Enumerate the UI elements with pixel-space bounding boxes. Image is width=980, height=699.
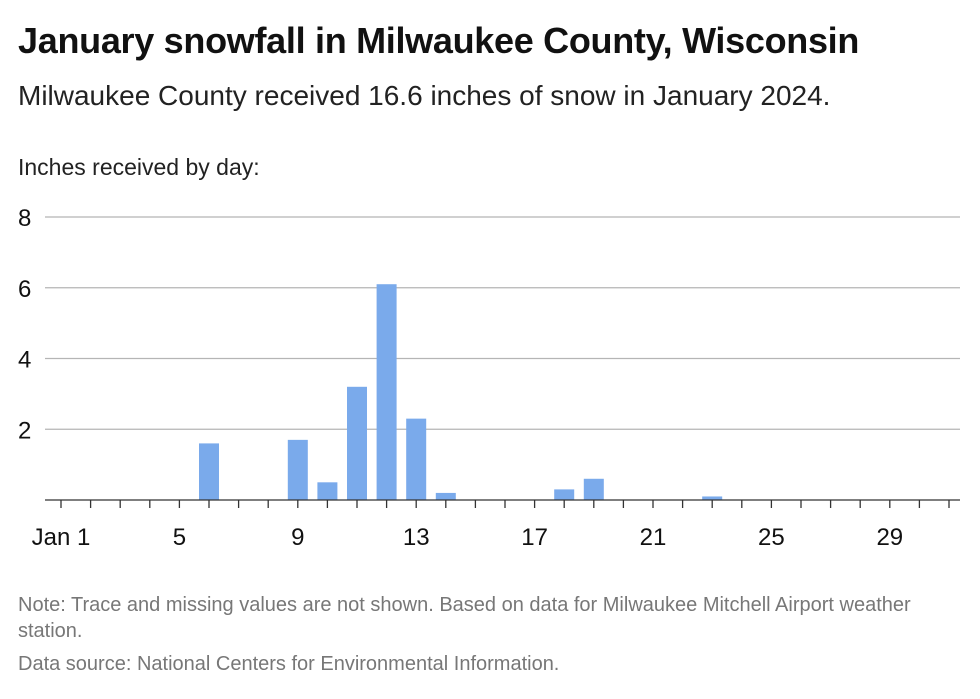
data-source: Data source: National Centers for Enviro… (18, 653, 560, 675)
x-tick-label: 13 (403, 524, 430, 551)
chart-subtitle: Milwaukee County received 16.6 inches of… (18, 80, 831, 111)
bar (406, 418, 427, 500)
y-tick-label: 8 (18, 205, 31, 232)
chart-title: January snowfall in Milwaukee County, Wi… (18, 20, 860, 61)
y-tick-label: 4 (18, 347, 31, 374)
x-tick-label: 5 (173, 524, 186, 551)
y-tick-label: 2 (18, 417, 31, 444)
bar (347, 386, 367, 500)
y-axis-label: Inches received by day: (18, 154, 260, 180)
snowfall-bar-chart: 2 4 6 8 Jan 1 5 9 13 17 21 25 29 (18, 205, 960, 551)
chart-note: Note: Trace and missing values are not s… (18, 594, 911, 642)
bar (435, 492, 456, 500)
x-tick-label: 29 (876, 524, 903, 551)
bar (376, 284, 397, 500)
bar (554, 489, 575, 500)
bar (702, 496, 723, 500)
bar (583, 478, 604, 500)
bar (287, 439, 308, 500)
x-tick-label: 21 (640, 524, 667, 551)
bar (199, 443, 219, 500)
bar (317, 482, 338, 500)
x-tick-label: 25 (758, 524, 785, 551)
x-tick-label: 17 (521, 524, 548, 551)
x-tick-label: Jan 1 (32, 524, 91, 551)
x-tick-label: 9 (291, 524, 304, 551)
y-tick-label: 6 (18, 276, 31, 303)
